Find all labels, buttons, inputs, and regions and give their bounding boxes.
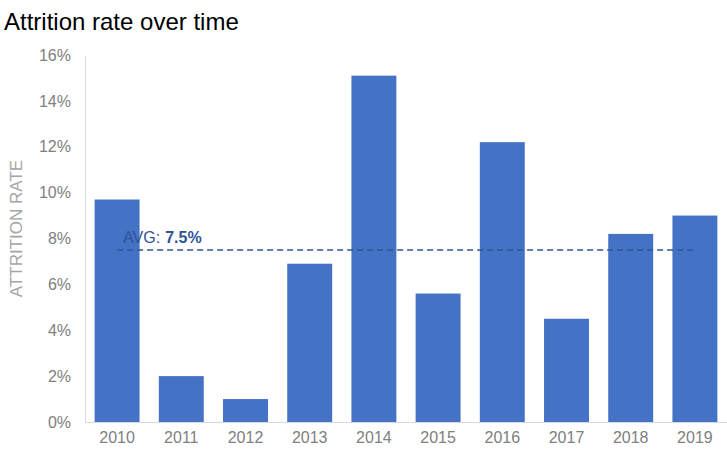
y-tick-label: 6% <box>48 276 71 293</box>
y-tick-label: 16% <box>39 47 71 64</box>
bar <box>223 399 268 422</box>
y-tick: 10% <box>39 184 85 201</box>
y-tick-label: 8% <box>48 230 71 247</box>
x-tick-label: 2010 <box>99 429 135 446</box>
x-tick-label: 2012 <box>228 429 264 446</box>
y-tick-label: 0% <box>48 414 71 431</box>
x-tick-label: 2011 <box>164 429 199 446</box>
marks <box>95 76 718 422</box>
average-prefix: AVG: <box>123 229 160 246</box>
x-axis-line <box>86 422 727 423</box>
x-tick: 2014 <box>356 422 392 446</box>
x-tick: 2011 <box>164 422 199 446</box>
y-tick-label: 2% <box>48 368 71 385</box>
y-tick-label: 10% <box>39 184 71 201</box>
y-tick: 16% <box>39 47 85 64</box>
y-axis-title: ATTRITION RATE <box>7 160 26 297</box>
x-tick-label: 2016 <box>485 429 521 446</box>
y-tick: 4% <box>48 322 85 339</box>
bar <box>416 294 461 422</box>
x-tick: 2016 <box>485 422 521 446</box>
y-tick: 2% <box>48 368 85 385</box>
bar <box>159 376 204 422</box>
average-label: AVG: 7.5% <box>123 229 202 246</box>
y-tick: 0% <box>48 414 85 431</box>
x-tick-label: 2014 <box>356 429 392 446</box>
y-tick: 14% <box>39 92 85 109</box>
bar <box>480 142 525 422</box>
x-tick: 2018 <box>613 422 649 446</box>
y-tick-label: 12% <box>39 138 71 155</box>
bar <box>287 264 332 422</box>
plot-area: 0%2%4%6%8%10%12%14%16%201020112012201320… <box>39 47 727 447</box>
x-tick-label: 2017 <box>549 429 585 446</box>
average-value: 7.5% <box>165 229 201 246</box>
x-tick: 2010 <box>99 422 135 446</box>
x-axis: 2010 2011 2012 2013 2014 2015 2016 2017 2018 2019 <box>86 422 727 446</box>
x-tick-label: 2015 <box>420 429 456 446</box>
bar <box>351 76 396 422</box>
bar <box>544 319 589 422</box>
y-tick: 6% <box>48 276 85 293</box>
y-tick: 8% <box>48 230 85 247</box>
y-axis-line <box>85 56 86 423</box>
y-tick-label: 14% <box>39 92 71 109</box>
x-tick: 2012 <box>228 422 264 446</box>
x-tick-label: 2013 <box>292 429 328 446</box>
x-tick: 2013 <box>292 422 328 446</box>
y-axis: 0% 2% 4% 6% 8% 10% 12% 14% 16% <box>39 47 86 431</box>
x-tick-label: 2018 <box>613 429 649 446</box>
y-tick: 12% <box>39 138 85 155</box>
y-tick-label: 4% <box>48 322 71 339</box>
title: Attrition rate over time <box>4 8 239 35</box>
x-tick-label: 2019 <box>677 429 713 446</box>
x-tick: 2017 <box>549 422 585 446</box>
average-line <box>117 249 695 251</box>
chart: Attrition rate over time ATTRITION RATE 0%… <box>0 0 727 450</box>
bar <box>608 234 653 422</box>
x-tick: 2019 <box>677 422 713 446</box>
x-tick: 2015 <box>420 422 456 446</box>
bar <box>672 216 717 422</box>
